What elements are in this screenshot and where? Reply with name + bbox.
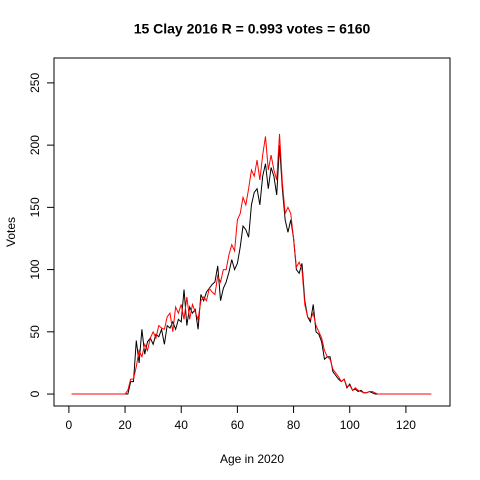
- y-tick-label: 200: [28, 135, 42, 155]
- y-tick-label: 100: [28, 259, 42, 279]
- y-tick-label: 150: [28, 197, 42, 217]
- chart-title: 15 Clay 2016 R = 0.993 votes = 6160: [134, 21, 371, 37]
- y-tick-label: 50: [28, 325, 42, 339]
- y-tick-label: 250: [28, 73, 42, 93]
- x-tick-label: 20: [118, 418, 132, 432]
- x-tick-label: 40: [175, 418, 189, 432]
- y-tick-label: 0: [28, 390, 42, 397]
- x-tick-label: 60: [231, 418, 245, 432]
- x-tick-label: 100: [340, 418, 360, 432]
- x-tick-label: 0: [66, 418, 73, 432]
- series-line: [71, 145, 432, 395]
- x-axis-label: Age in 2020: [220, 452, 284, 466]
- x-tick-label: 120: [396, 418, 416, 432]
- plot-box: [53, 57, 451, 407]
- series-line: [71, 133, 432, 395]
- x-tick-label: 80: [287, 418, 301, 432]
- y-axis-label: Votes: [4, 217, 18, 247]
